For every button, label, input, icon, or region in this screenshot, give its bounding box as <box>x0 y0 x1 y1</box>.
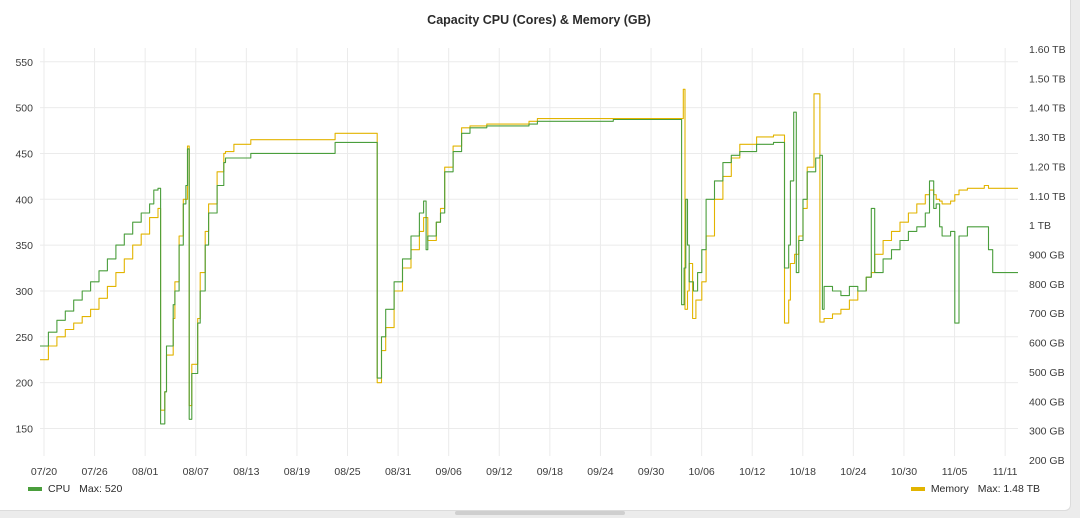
y-left-tick-label: 250 <box>15 332 33 344</box>
y-left-tick-label: 200 <box>15 378 33 390</box>
y-right-tick-label: 1 TB <box>1029 220 1051 232</box>
x-tick-label: 08/19 <box>284 466 310 478</box>
y-left-tick-label: 450 <box>15 148 33 160</box>
chart-title: Capacity CPU (Cores) & Memory (GB) <box>427 13 651 27</box>
series-lines <box>40 88 1018 425</box>
memory-legend-stat: Max: 1.48 TB <box>977 483 1040 495</box>
x-tick-label: 08/13 <box>233 466 259 478</box>
y-right-tick-label: 300 GB <box>1029 426 1065 438</box>
x-tick-label: 10/12 <box>739 466 765 478</box>
y-right-tick-label: 1.10 TB <box>1029 191 1066 203</box>
y-axis-left: 150 200 250 300 350 400 450 500 550 <box>15 57 33 436</box>
x-axis: 07/20 07/26 08/01 08/07 08/13 08/19 08/25 08/31… <box>31 466 1018 478</box>
memory-legend-name: Memory <box>930 483 969 495</box>
x-tick-label: 10/06 <box>688 466 714 478</box>
legend-memory[interactable]: Memory Max: 1.48 TB <box>910 483 1040 495</box>
cpu-legend-stat: Max: 520 <box>79 483 123 495</box>
y-right-tick-label: 1.30 TB <box>1029 132 1066 144</box>
cpu-legend-name: CPU <box>48 483 71 495</box>
y-right-tick-label: 500 GB <box>1029 367 1065 379</box>
x-tick-label: 08/01 <box>132 466 158 478</box>
x-tick-label: 09/24 <box>587 466 613 478</box>
x-tick-label: 07/20 <box>31 466 57 478</box>
grid-lines <box>40 48 1018 456</box>
series-line-cpu <box>40 111 1018 425</box>
x-tick-label: 08/25 <box>334 466 360 478</box>
y-right-tick-label: 800 GB <box>1029 279 1065 291</box>
y-left-tick-label: 500 <box>15 103 33 115</box>
cpu-legend-swatch <box>28 487 42 491</box>
chart-panel: Capacity CPU (Cores) & Memory (GB) 150 20… <box>0 0 1071 511</box>
y-right-tick-label: 400 GB <box>1029 396 1065 408</box>
legend-cpu[interactable]: CPU Max: 520 <box>28 483 122 495</box>
x-tick-label: 08/31 <box>385 466 411 478</box>
scroll-handle[interactable] <box>455 511 625 515</box>
y-left-tick-label: 300 <box>15 286 33 298</box>
x-tick-label: 09/30 <box>638 466 664 478</box>
x-tick-label: 11/05 <box>942 466 968 478</box>
x-tick-label: 09/18 <box>537 466 563 478</box>
x-tick-label: 11/11 <box>993 466 1018 478</box>
y-right-tick-label: 900 GB <box>1029 250 1065 262</box>
y-right-tick-label: 1.20 TB <box>1029 161 1066 173</box>
chart-plot[interactable]: 150 200 250 300 350 400 450 500 550 200 GB 300 GB… <box>0 0 1070 480</box>
x-tick-label: 09/06 <box>436 466 462 478</box>
x-tick-label: 10/30 <box>891 466 917 478</box>
y-left-tick-label: 150 <box>15 423 33 435</box>
x-tick-label: 07/26 <box>81 466 107 478</box>
memory-legend-swatch <box>910 487 925 491</box>
x-tick-label: 10/18 <box>790 466 816 478</box>
y-left-tick-label: 550 <box>15 57 33 69</box>
x-tick-label: 09/12 <box>486 466 512 478</box>
x-tick-label: 08/07 <box>183 466 209 478</box>
y-right-tick-label: 1.40 TB <box>1029 103 1066 115</box>
y-right-tick-label: 1.60 TB <box>1029 44 1066 56</box>
y-left-tick-label: 400 <box>15 194 33 206</box>
y-axis-right: 200 GB 300 GB 400 GB 500 GB 600 GB 700 GB 800 … <box>1029 44 1066 467</box>
y-right-tick-label: 700 GB <box>1029 308 1065 320</box>
y-right-tick-label: 1.50 TB <box>1029 73 1066 85</box>
y-right-tick-label: 200 GB <box>1029 455 1065 467</box>
y-left-tick-label: 350 <box>15 240 33 252</box>
series-line-memory <box>40 88 1018 411</box>
y-right-tick-label: 600 GB <box>1029 338 1065 350</box>
x-tick-label: 10/24 <box>840 466 866 478</box>
